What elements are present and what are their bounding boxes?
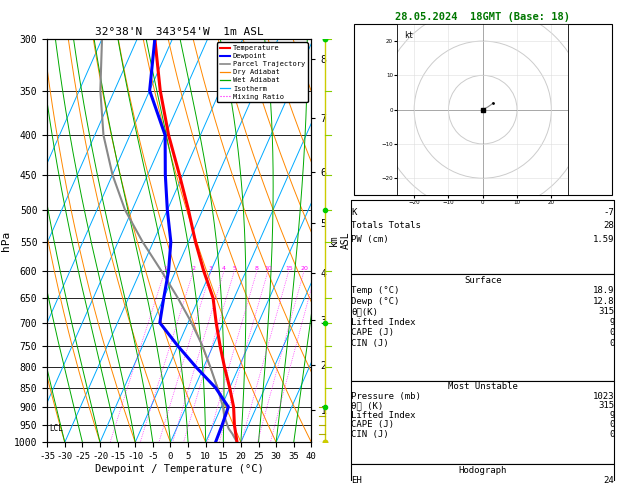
Text: 1: 1: [163, 266, 167, 271]
Text: 1.59: 1.59: [593, 235, 615, 244]
Text: θᴄ(K): θᴄ(K): [351, 307, 378, 316]
Text: PW (cm): PW (cm): [351, 235, 389, 244]
Text: Temp (°C): Temp (°C): [351, 286, 399, 295]
Text: CAPE (J): CAPE (J): [351, 328, 394, 337]
Text: CAPE (J): CAPE (J): [351, 420, 394, 430]
Text: 10: 10: [264, 266, 272, 271]
Text: 3: 3: [209, 266, 213, 271]
Text: 315: 315: [598, 401, 615, 410]
Text: kt: kt: [404, 31, 413, 40]
Text: EH: EH: [351, 476, 362, 485]
Text: K: K: [351, 208, 357, 217]
Text: 12.8: 12.8: [593, 296, 615, 306]
Text: 0: 0: [609, 420, 615, 430]
Bar: [351, 381, 615, 465]
Text: Pressure (mb): Pressure (mb): [351, 392, 421, 401]
Text: 18.9: 18.9: [593, 286, 615, 295]
Text: Lifted Index: Lifted Index: [351, 317, 416, 327]
Text: 0: 0: [609, 430, 615, 439]
Text: Most Unstable: Most Unstable: [448, 382, 518, 391]
Text: 8: 8: [255, 266, 259, 271]
Text: CIN (J): CIN (J): [351, 430, 389, 439]
Y-axis label: km
ASL: km ASL: [329, 232, 350, 249]
Text: -7: -7: [604, 208, 615, 217]
Y-axis label: hPa: hPa: [1, 230, 11, 251]
Text: 9: 9: [609, 411, 615, 420]
Text: 0: 0: [609, 328, 615, 337]
Text: 24: 24: [604, 476, 615, 485]
Text: CIN (J): CIN (J): [351, 339, 389, 347]
Bar: [351, 274, 615, 381]
X-axis label: Dewpoint / Temperature (°C): Dewpoint / Temperature (°C): [95, 464, 264, 474]
Text: 28.05.2024  18GMT (Base: 18): 28.05.2024 18GMT (Base: 18): [395, 12, 571, 22]
Text: Totals Totals: Totals Totals: [351, 221, 421, 230]
Text: 1023: 1023: [593, 392, 615, 401]
Text: 4: 4: [222, 266, 226, 271]
Text: Lifted Index: Lifted Index: [351, 411, 416, 420]
Legend: Temperature, Dewpoint, Parcel Trajectory, Dry Adiabat, Wet Adiabat, Isotherm, Mi: Temperature, Dewpoint, Parcel Trajectory…: [217, 42, 308, 103]
Text: θᴄ (K): θᴄ (K): [351, 401, 383, 410]
Text: Hodograph: Hodograph: [459, 466, 507, 475]
Text: 315: 315: [598, 307, 615, 316]
Text: 28: 28: [604, 221, 615, 230]
Text: 15: 15: [285, 266, 292, 271]
Bar: [354, 24, 611, 195]
Title: 32°38'N  343°54'W  1m ASL: 32°38'N 343°54'W 1m ASL: [95, 27, 264, 37]
Text: Surface: Surface: [464, 276, 501, 285]
Text: 20: 20: [300, 266, 308, 271]
Text: LCL: LCL: [49, 424, 63, 433]
Text: 9: 9: [609, 317, 615, 327]
Text: 5: 5: [232, 266, 237, 271]
Text: 0: 0: [609, 339, 615, 347]
Text: Dewp (°C): Dewp (°C): [351, 296, 399, 306]
Text: 2: 2: [191, 266, 196, 271]
Bar: [351, 200, 615, 274]
Bar: [351, 465, 615, 486]
